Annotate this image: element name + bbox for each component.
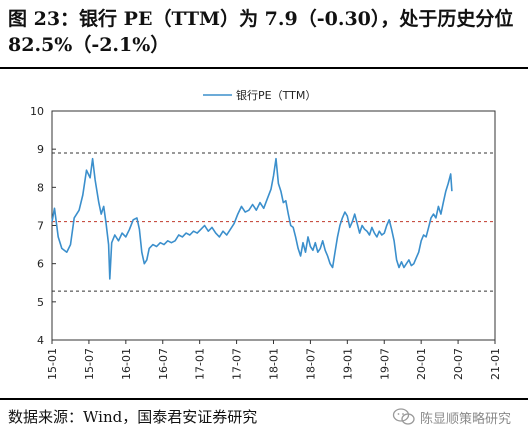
source-note: 数据来源：Wind，国泰君安证券研究 — [8, 408, 258, 426]
y-tick-label: 7 — [37, 220, 44, 233]
figure-title: 图 23：银行 PE（TTM）为 7.9（-0.30），处于历史分位 82.5%… — [8, 8, 514, 56]
watermark: 陈显顺策略研究 — [392, 404, 511, 430]
chart-series — [51, 157, 453, 280]
series-line-0 — [51, 157, 453, 280]
x-tick-label: 18-01 — [268, 348, 281, 380]
y-tick-label: 5 — [37, 296, 44, 309]
axis-ticks: 4 5 6 7 8 9 10 15-01 15-07 16-01 16-07 17-01 17-07 18… — [30, 105, 502, 380]
x-tick-label: 20-01 — [415, 348, 428, 380]
x-tick-label: 17-01 — [194, 348, 207, 380]
x-tick-label: 18-07 — [304, 348, 317, 380]
x-tick-label: 15-07 — [83, 348, 96, 380]
top-rule — [0, 67, 528, 69]
x-tick-label: 16-07 — [157, 348, 170, 380]
bottom-rule — [0, 398, 528, 400]
y-tick-label: 4 — [37, 334, 44, 347]
x-tick-label: 21-01 — [489, 348, 502, 380]
x-tick-label: 19-07 — [378, 348, 391, 380]
legend-label: 银行PE（TTM） — [236, 88, 316, 102]
y-tick-label: 9 — [37, 143, 44, 156]
chart-legend: 银行PE（TTM） — [203, 88, 316, 102]
x-tick-label: 17-07 — [231, 348, 244, 380]
y-tick-label: 8 — [37, 181, 44, 194]
y-tick-label: 6 — [37, 258, 44, 271]
watermark-text: 陈显顺策略研究 — [420, 411, 512, 427]
x-tick-label: 15-01 — [46, 348, 59, 380]
y-tick-label: 10 — [30, 105, 44, 118]
x-tick-label: 19-01 — [341, 348, 354, 380]
pe-line-chart: 银行PE（TTM） 4 5 6 7 8 9 10 15-01 15-07 16-01 16-07 17… — [30, 88, 502, 380]
x-tick-label: 20-07 — [452, 348, 465, 380]
x-tick-label: 16-01 — [120, 348, 133, 380]
wechat-icon — [392, 408, 415, 425]
reference-lines — [52, 152, 495, 292]
